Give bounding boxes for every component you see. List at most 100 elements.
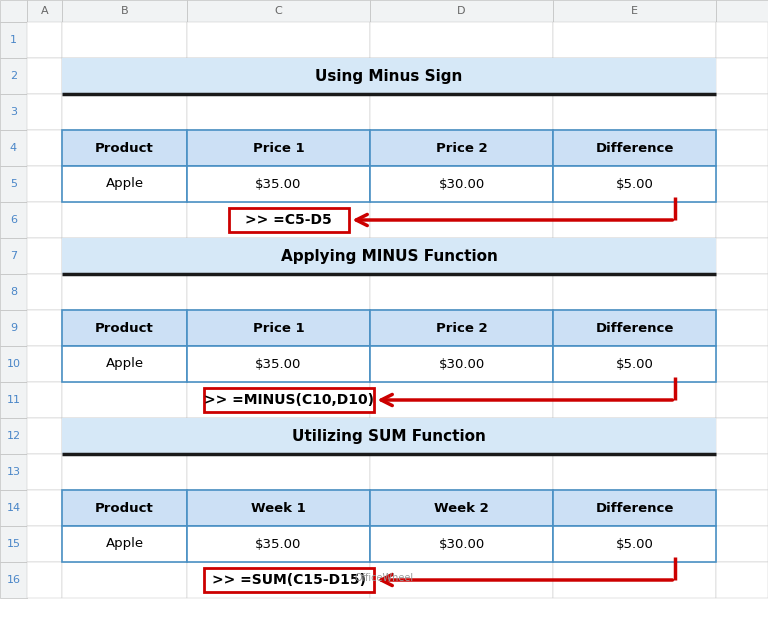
Text: $5.00: $5.00 [616, 177, 654, 190]
Text: D: D [457, 6, 465, 16]
Bar [370, 22, 553, 58]
Text: Difference: Difference [595, 321, 674, 334]
Bar [187, 346, 370, 382]
Bar [553, 562, 716, 598]
Bar [27, 526, 62, 562]
Bar [62, 310, 187, 346]
Bar [187, 58, 370, 94]
Bar [187, 526, 370, 562]
Bar [204, 388, 373, 412]
Text: $30.00: $30.00 [439, 177, 485, 190]
Bar [370, 310, 553, 346]
Bar [0, 94, 27, 130]
Bar [553, 346, 716, 382]
Bar [370, 58, 553, 94]
Bar [187, 418, 370, 454]
Bar [62, 0, 187, 22]
Bar [370, 526, 553, 562]
Bar [370, 130, 553, 166]
Bar [0, 454, 27, 490]
Bar [204, 569, 373, 591]
Bar [62, 310, 187, 346]
Bar [27, 562, 62, 598]
Bar [553, 130, 716, 166]
Bar [553, 418, 716, 454]
Bar [229, 208, 349, 232]
Text: B: B [121, 6, 128, 16]
Bar [62, 274, 187, 310]
Bar [62, 130, 187, 166]
Text: E: E [631, 6, 638, 16]
Text: $35.00: $35.00 [255, 177, 302, 190]
Bar [27, 166, 62, 202]
Bar [370, 526, 553, 562]
Bar [370, 0, 553, 22]
Bar [0, 166, 27, 202]
Bar [716, 454, 768, 490]
Bar [0, 202, 27, 238]
Bar [716, 274, 768, 310]
Text: Using Minus Sign: Using Minus Sign [316, 69, 462, 83]
Bar [62, 562, 187, 598]
Bar [62, 58, 716, 94]
Text: 16: 16 [6, 575, 21, 585]
Text: 3: 3 [10, 107, 17, 117]
Bar [553, 166, 716, 202]
Bar [27, 274, 62, 310]
Text: Week 2: Week 2 [434, 501, 489, 515]
Text: $35.00: $35.00 [255, 538, 302, 551]
Bar [716, 526, 768, 562]
Text: Price 1: Price 1 [253, 142, 304, 154]
Bar [0, 382, 27, 418]
Bar [187, 130, 370, 166]
Bar [370, 238, 553, 274]
Text: 8: 8 [10, 287, 17, 297]
Bar [187, 562, 370, 598]
Bar [187, 166, 370, 202]
Bar [62, 526, 187, 562]
Text: Difference: Difference [595, 501, 674, 515]
Bar [62, 166, 187, 202]
Bar [187, 490, 370, 526]
Text: 13: 13 [6, 467, 21, 477]
Bar [370, 130, 553, 166]
Bar [27, 22, 62, 58]
Bar [553, 526, 716, 562]
Text: 12: 12 [6, 431, 21, 441]
Bar [716, 22, 768, 58]
Bar [62, 418, 187, 454]
Bar [0, 130, 27, 166]
Bar [370, 418, 553, 454]
Text: Apple: Apple [105, 177, 144, 190]
Bar [187, 238, 370, 274]
Text: Applying MINUS Function: Applying MINUS Function [280, 248, 498, 263]
Bar [62, 166, 187, 202]
Bar [716, 94, 768, 130]
Bar [187, 526, 370, 562]
Bar [716, 130, 768, 166]
Bar [370, 346, 553, 382]
Bar [27, 382, 62, 418]
Bar [62, 346, 187, 382]
Bar [187, 130, 370, 166]
Bar [716, 166, 768, 202]
Bar [370, 454, 553, 490]
Bar [370, 166, 553, 202]
Bar [553, 346, 716, 382]
Bar [187, 22, 370, 58]
Bar [27, 454, 62, 490]
Text: Apple: Apple [105, 538, 144, 551]
Bar [716, 238, 768, 274]
Bar [716, 310, 768, 346]
Bar [716, 382, 768, 418]
Text: 1: 1 [10, 35, 17, 45]
Bar [370, 166, 553, 202]
Bar [370, 382, 553, 418]
Text: 10: 10 [6, 359, 21, 369]
Text: A: A [41, 6, 48, 16]
Bar [27, 202, 62, 238]
Text: Price 1: Price 1 [253, 321, 304, 334]
Bar [62, 526, 187, 562]
Bar [27, 418, 62, 454]
Text: >> =MINUS(C10,D10): >> =MINUS(C10,D10) [204, 393, 373, 407]
